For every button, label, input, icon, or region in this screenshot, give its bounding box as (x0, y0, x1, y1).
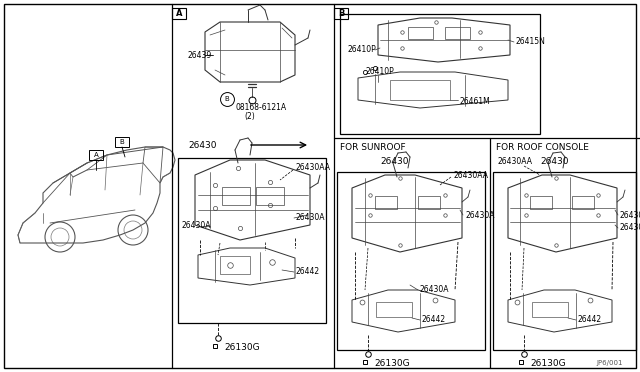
Text: JP6/001: JP6/001 (596, 360, 623, 366)
Bar (418, 196, 440, 209)
Text: (2): (2) (244, 112, 255, 122)
Bar (220, 256, 250, 274)
Text: 26430A: 26430A (420, 285, 449, 295)
Bar (390, 80, 450, 100)
Bar (115, 137, 129, 147)
Text: 26442: 26442 (422, 315, 446, 324)
Text: 26430: 26430 (380, 157, 408, 167)
Text: B: B (225, 96, 229, 102)
Text: 26430AA: 26430AA (295, 164, 330, 173)
Bar (530, 196, 552, 209)
Bar (340, 14, 540, 134)
Text: 26430AA: 26430AA (453, 170, 488, 180)
Bar (334, 8, 348, 19)
Text: 26461M: 26461M (460, 97, 491, 106)
Text: 26410P: 26410P (365, 67, 394, 77)
Bar (89, 150, 103, 160)
Text: 26442: 26442 (578, 315, 602, 324)
Text: FOR SUNROOF: FOR SUNROOF (340, 144, 406, 153)
Bar (445, 27, 470, 39)
Text: 26415N: 26415N (516, 38, 546, 46)
Text: 26430A: 26430A (620, 211, 640, 219)
Bar (376, 302, 412, 317)
Text: 26430: 26430 (540, 157, 568, 167)
Text: B: B (338, 9, 344, 18)
Bar (222, 187, 250, 205)
Text: 26130G: 26130G (224, 343, 260, 353)
Bar (408, 27, 433, 39)
Text: 26430AA: 26430AA (498, 157, 533, 167)
Text: FOR ROOF CONSOLE: FOR ROOF CONSOLE (496, 144, 589, 153)
Text: 26130G: 26130G (530, 359, 566, 368)
Text: 26442: 26442 (296, 267, 320, 276)
Text: 26430A: 26430A (620, 224, 640, 232)
Bar (172, 8, 186, 19)
Bar (532, 302, 568, 317)
Bar (572, 196, 594, 209)
Text: 26130G: 26130G (374, 359, 410, 368)
Text: 26410P: 26410P (348, 45, 377, 55)
Text: 26430A: 26430A (296, 214, 326, 222)
Bar (178, 158, 326, 323)
Text: 26439: 26439 (188, 51, 212, 60)
Bar (337, 172, 485, 350)
Text: 08168-6121A: 08168-6121A (236, 103, 287, 112)
Text: 26430: 26430 (188, 141, 216, 150)
Bar (375, 196, 397, 209)
Text: A: A (93, 152, 99, 158)
Text: 26430A: 26430A (465, 211, 495, 219)
Bar (493, 172, 636, 350)
Text: B: B (120, 139, 124, 145)
Bar (256, 187, 284, 205)
Text: 26430A: 26430A (182, 221, 211, 230)
Text: A: A (176, 9, 182, 18)
